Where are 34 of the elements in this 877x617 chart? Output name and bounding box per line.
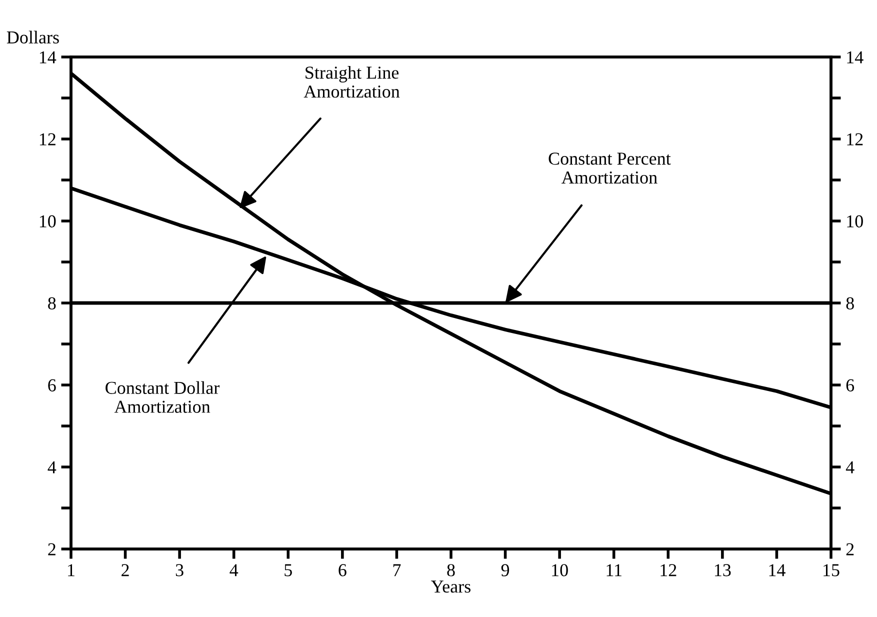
y-tick-label: 6: [48, 379, 56, 392]
y-tick-label: 4: [48, 461, 56, 474]
y-tick-label: 12: [40, 133, 56, 146]
y2-tick-label: 2: [846, 543, 854, 556]
y-tick-label: 10: [40, 215, 56, 228]
y-tick-label: 2: [48, 543, 56, 556]
annotation: Constant Dollar Amortization: [106, 381, 220, 413]
y-tick-label: 8: [48, 297, 56, 310]
y2-tick-label: 8: [846, 297, 854, 310]
x-tick-label: 1: [68, 564, 74, 576]
y2-tick-label: 12: [847, 133, 863, 146]
x-tick-label: 9: [501, 564, 510, 576]
annotation: Straight Line Amortization: [304, 66, 400, 98]
x-tick-label: 14: [769, 564, 786, 576]
x-tick-label: 13: [714, 564, 731, 576]
y-axis-title: Dollars: [6, 30, 59, 44]
y2-tick-label: 6: [846, 379, 854, 392]
x-tick-label: 12: [660, 564, 676, 576]
y-tick-label: 14: [40, 51, 56, 64]
x-tick-label: 8: [447, 564, 455, 576]
x-tick-label: 11: [606, 564, 622, 576]
x-tick-label: 5: [284, 564, 292, 576]
y2-tick-label: 4: [846, 461, 854, 474]
y2-tick-label: 10: [847, 215, 863, 228]
x-tick-label: 3: [176, 564, 184, 576]
x-tick-label: 2: [122, 564, 129, 576]
x-axis-title: Years: [431, 580, 470, 593]
x-tick-label: 15: [824, 564, 840, 576]
x-tick-label: 6: [338, 564, 346, 576]
annotation: Constant Percent Amortization: [548, 152, 671, 184]
y2-tick-label: 14: [847, 51, 864, 64]
x-tick-label: 10: [552, 564, 568, 576]
x-tick-label: 7: [393, 564, 401, 576]
x-tick-label: 4: [230, 564, 238, 576]
